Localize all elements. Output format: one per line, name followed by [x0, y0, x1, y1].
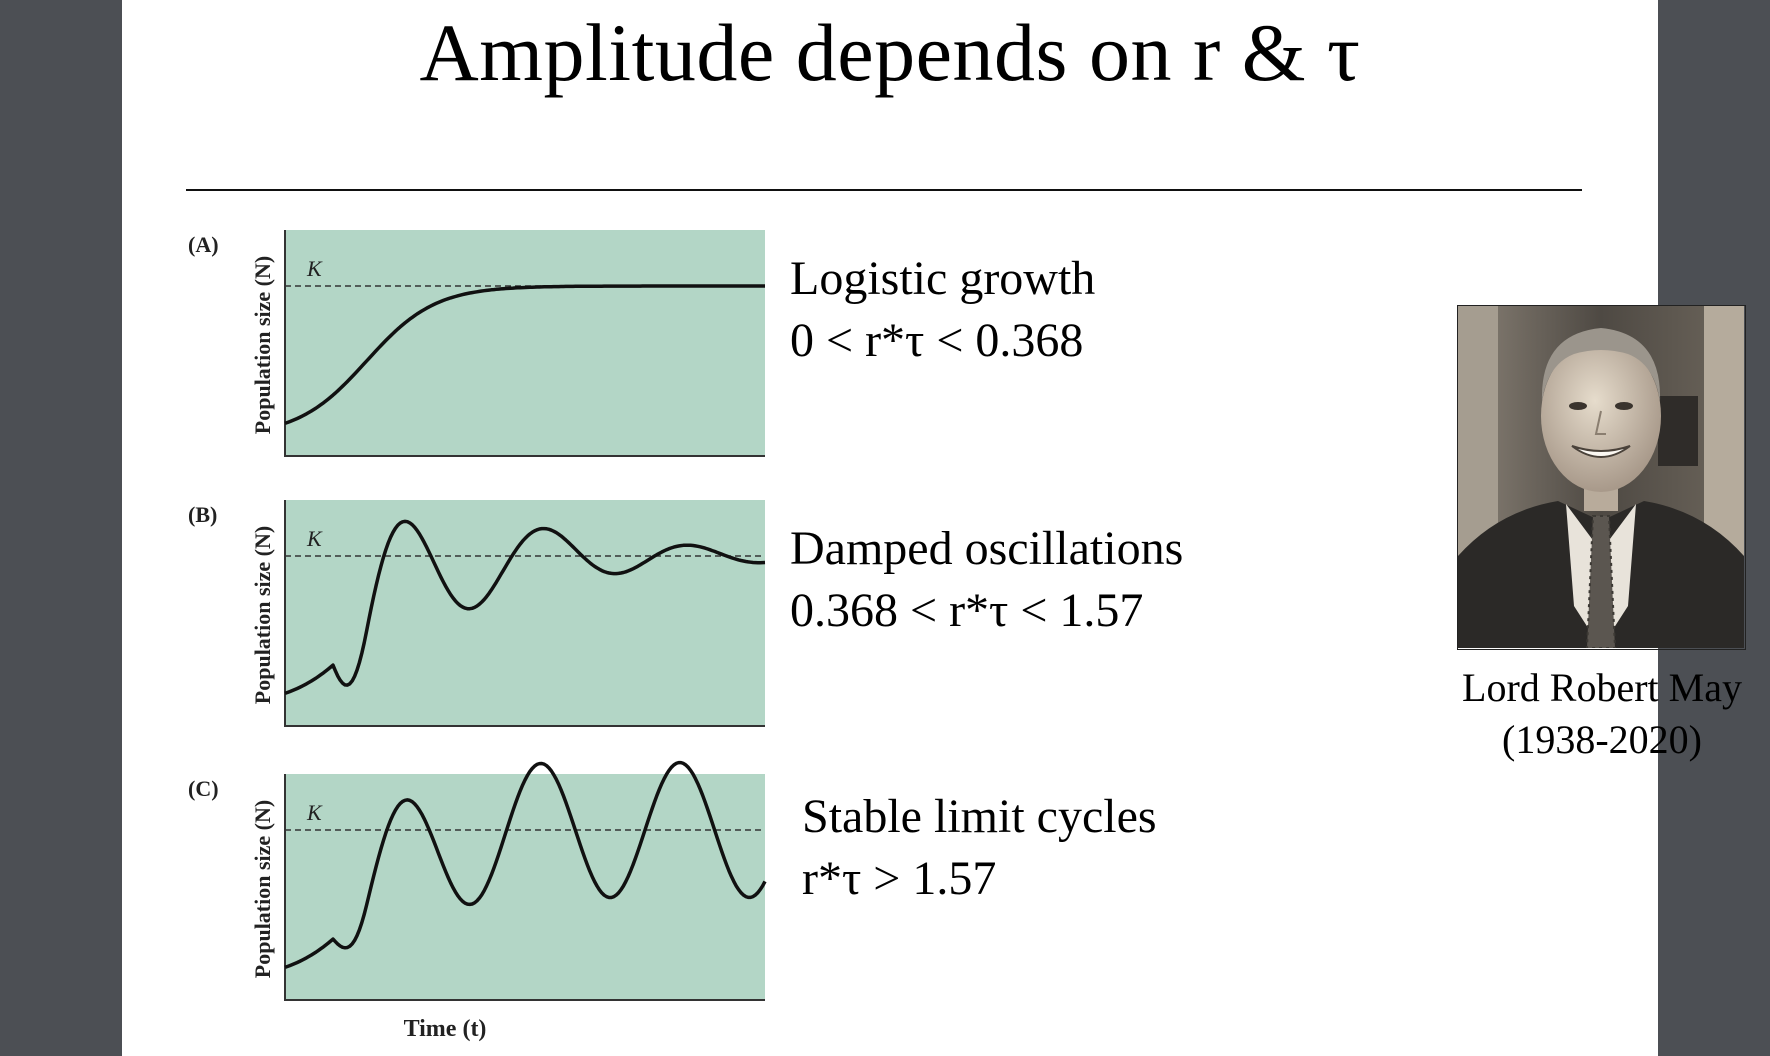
panel-a-heading: Logistic growth — [790, 252, 1096, 305]
panel-c-plot-area — [285, 774, 765, 1000]
panel-c-ylabel: Population size (N) — [250, 800, 275, 978]
panel-c-k-label: K — [306, 800, 323, 825]
panel-a-letter: (A) — [188, 232, 219, 257]
portrait-caption: Lord Robert May (1938-2020) — [1422, 662, 1770, 766]
panel-c-condition: r*τ > 1.57 — [802, 852, 997, 905]
population-graphs: (A) Population size (N) K (B) Population siz… — [188, 230, 767, 1042]
panel-c-letter: (C) — [188, 776, 219, 801]
panel-b-condition: 0.368 < r*τ < 1.57 — [790, 584, 1144, 637]
portrait-caption-years: (1938-2020) — [1502, 717, 1702, 762]
panel-b-plot-area — [285, 500, 765, 726]
title-divider — [186, 189, 1582, 191]
panel-c-text: Stable limit cycles r*τ > 1.57 — [802, 786, 1157, 910]
portrait-caption-name: Lord Robert May — [1462, 665, 1742, 710]
panel-a-population-curve — [284, 284, 765, 425]
panel-c-population-curve — [284, 760, 767, 969]
panel-a-plot-area — [285, 230, 765, 456]
panel-b-axes — [284, 500, 765, 727]
panel-a-diagram: (A) Population size (N) K — [188, 230, 765, 457]
panel-b-letter: (B) — [188, 502, 217, 527]
panel-b-k-label: K — [306, 526, 323, 551]
portrait-image — [1458, 306, 1744, 648]
panel-c-diagram: (C) Population size (N) K — [188, 760, 767, 1001]
panel-c-axes — [284, 774, 765, 1001]
panel-a-k-label: K — [306, 256, 323, 281]
viewer-frame-left — [0, 0, 122, 1056]
panel-a-condition: 0 < r*τ < 0.368 — [790, 314, 1084, 367]
panel-b-text: Damped oscillations 0.368 < r*τ < 1.57 — [790, 518, 1183, 642]
panel-b-diagram: (B) Population size (N) K — [188, 500, 766, 727]
slide-title: Amplitude depends on r & τ — [419, 7, 1361, 98]
time-axis-label: Time (t) — [404, 1016, 487, 1042]
panel-a-axes — [284, 230, 765, 457]
panel-b-population-curve — [284, 519, 766, 695]
panel-a-ylabel: Population size (N) — [250, 256, 275, 434]
panel-b-ylabel: Population size (N) — [250, 526, 275, 704]
panel-a-text: Logistic growth 0 < r*τ < 0.368 — [790, 248, 1095, 372]
portrait-photo — [1457, 305, 1746, 650]
panel-c-heading: Stable limit cycles — [802, 790, 1157, 843]
panel-b-heading: Damped oscillations — [790, 522, 1184, 575]
